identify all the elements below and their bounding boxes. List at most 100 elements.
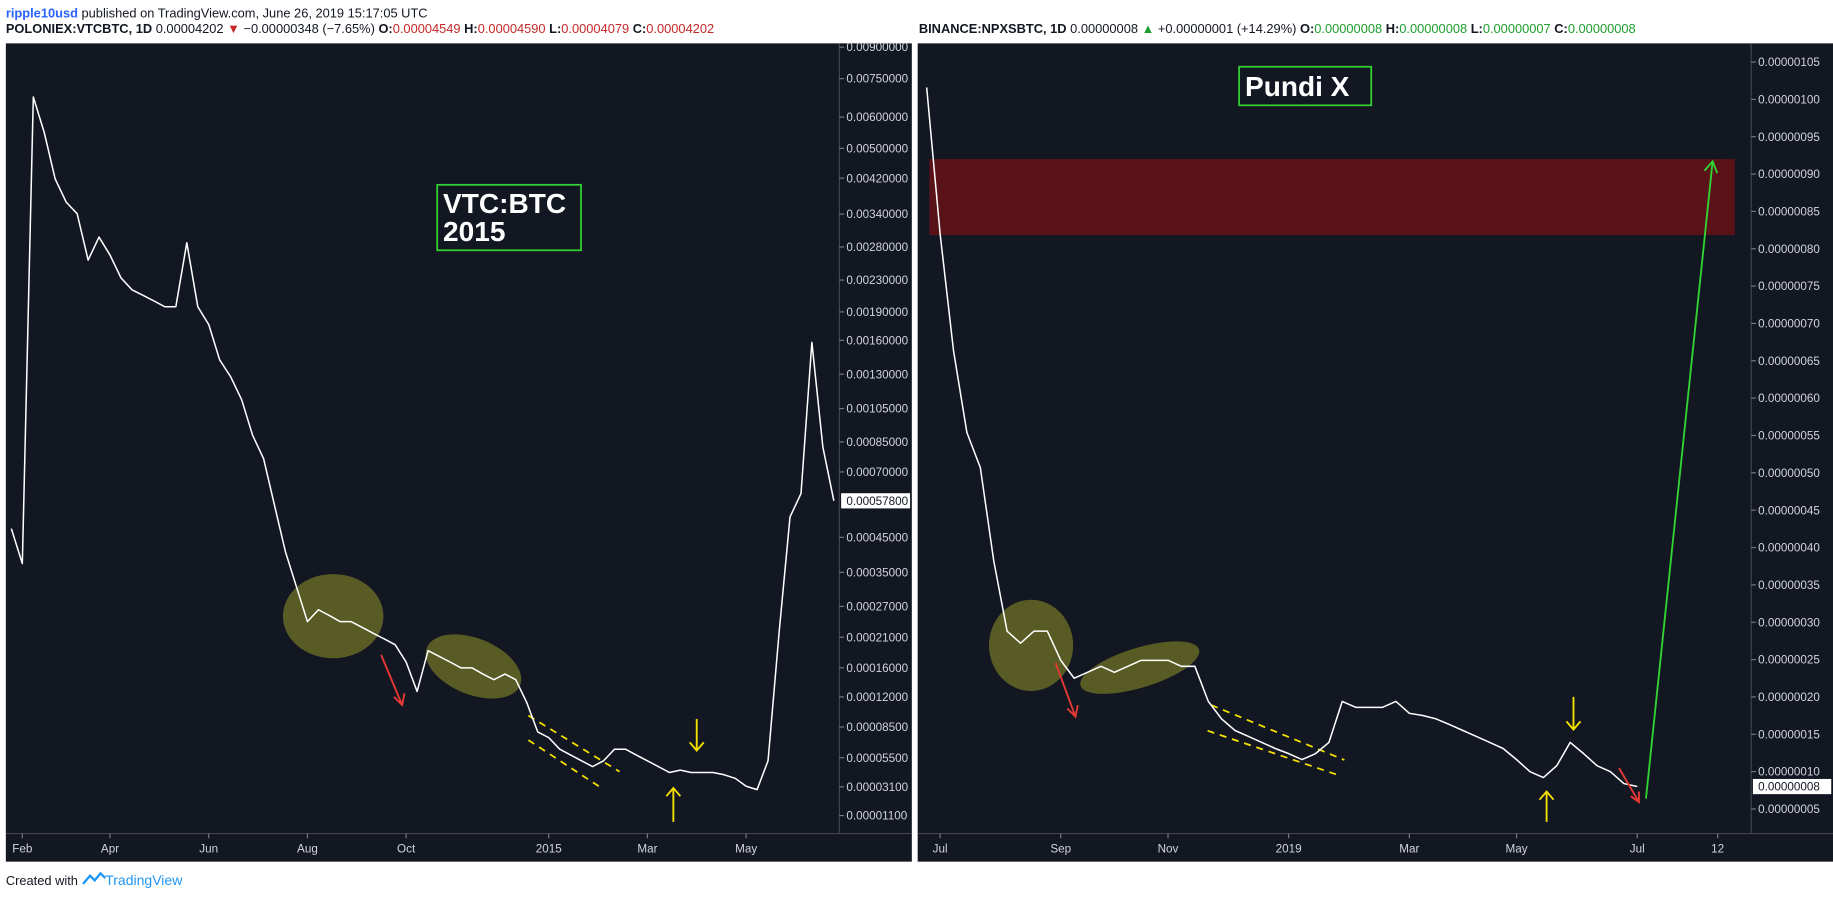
y-tick-label: 0.00000080 <box>1758 243 1820 256</box>
plot-layer: 0.00001100 0.00003100 0.00005500 0.00008500… <box>10 41 1833 855</box>
y-tick-label: 0.00000105 <box>1758 56 1820 69</box>
ohlc-value: 0.00000008 <box>1568 21 1636 36</box>
footer-text: Created with <box>6 873 78 888</box>
arrow <box>380 654 406 707</box>
y-tick-label: 0.00160000 <box>846 334 908 347</box>
ohlc-key: C: <box>633 21 647 36</box>
direction: ▼ <box>227 21 240 36</box>
y-tick-label: 0.00600000 <box>846 111 908 124</box>
ohlc-value: 0.00000008 <box>1314 21 1382 36</box>
x-tick-label: Apr <box>101 842 119 855</box>
ohlc-value: 0.00004549 <box>393 21 461 36</box>
y-tick-label: 0.00012000 <box>846 691 908 704</box>
channel-line <box>1207 729 1339 776</box>
y-tick-label: 0.00105000 <box>846 403 908 416</box>
change: +0.00000001 (+14.29%) <box>1158 21 1297 36</box>
arrow <box>1645 159 1719 799</box>
y-tick-label: 0.00750000 <box>846 73 908 86</box>
y-tick-label: 0.00000090 <box>1758 168 1820 181</box>
y-tick-label: 0.00420000 <box>846 172 908 185</box>
y-tick-label: 0.00005500 <box>846 752 908 765</box>
direction: ▲ <box>1142 21 1155 36</box>
symbol: POLONIEX:VTCBTC, 1D <box>6 21 152 36</box>
y-tick-label: 0.00085000 <box>846 436 908 449</box>
ohlc-key: H: <box>464 21 478 36</box>
y-tick-label: 0.00500000 <box>846 142 908 155</box>
annotations <box>282 574 1345 788</box>
ohlc-value: 0.00000007 <box>1483 21 1551 36</box>
y-tick-label: 0.00000045 <box>1758 504 1820 517</box>
last-price-label: 0.00057800 <box>846 495 908 508</box>
highlight-ellipse <box>282 574 384 659</box>
ohlc-key: O: <box>1300 21 1314 36</box>
ohlc-key: H: <box>1386 21 1400 36</box>
y-tick-label: 0.00003100 <box>846 781 908 794</box>
y-tick-label: 0.00000075 <box>1758 280 1820 293</box>
y-tick-label: 0.00000015 <box>1758 728 1820 741</box>
y-tick-label: 0.00000020 <box>1758 691 1820 704</box>
symbol: BINANCE:NPXSBTC, 1D <box>919 21 1067 36</box>
ohlc-value: 0.00004202 <box>646 21 714 36</box>
last-price-box <box>1751 777 1833 796</box>
y-tick-label: 0.00000095 <box>1758 131 1820 144</box>
ohlc-value: 0.00004079 <box>561 21 629 36</box>
annotation-box <box>1238 65 1373 107</box>
arrow <box>1565 696 1582 731</box>
x-tick-label: Feb <box>12 842 33 855</box>
last-price-label: 0.00000008 <box>1758 781 1820 794</box>
y-tick-label: 0.00001100 <box>846 810 907 823</box>
annotation-text: 2015 <box>443 216 505 247</box>
ohlc-key: O: <box>378 21 392 36</box>
y-tick-label: 0.00070000 <box>846 466 908 479</box>
ohlc-value: 0.00004590 <box>478 21 546 36</box>
brand-logo <box>82 871 107 885</box>
y-tick-label: 0.00035000 <box>846 566 908 579</box>
arrow <box>665 786 682 822</box>
arrow <box>1618 767 1640 804</box>
x-tick-label: Mar <box>1399 842 1419 855</box>
y-tick-label: 0.00000010 <box>1758 766 1820 779</box>
x-tick-label: Sep <box>1050 842 1071 855</box>
change: −0.00000348 (−7.65%) <box>243 21 374 36</box>
y-tick-label: 0.00000085 <box>1758 206 1820 219</box>
highlight-ellipse <box>1080 641 1200 694</box>
y-tick-label: 0.00190000 <box>846 306 908 319</box>
published: published on TradingView.com, June 26, 2… <box>82 6 428 21</box>
brand[interactable]: TradingView <box>105 872 183 888</box>
channel-line <box>527 714 621 773</box>
highlight-ellipse <box>425 634 522 699</box>
y-tick-label: 0.00130000 <box>846 368 908 381</box>
last: 0.00004202 <box>156 21 224 36</box>
x-tick-label: Oct <box>397 842 416 855</box>
y-tick-label: 0.00021000 <box>846 631 908 644</box>
ohlc-key: L: <box>1471 21 1483 36</box>
y-tick-label: 0.00027000 <box>846 601 908 614</box>
y-tick-label: 0.00340000 <box>846 208 908 221</box>
y-tick-label: 0.00000030 <box>1758 616 1820 629</box>
y-tick-label: 0.00000025 <box>1758 654 1820 667</box>
y-tick-label: 0.00000065 <box>1758 355 1820 368</box>
price-line <box>10 96 835 791</box>
author[interactable]: ripple10usd <box>6 6 78 21</box>
ohlc-key: C: <box>1554 21 1568 36</box>
ohlc-key: L: <box>549 21 561 36</box>
y-tick-label: 0.00000070 <box>1758 318 1820 331</box>
y-tick-label: 0.00000040 <box>1758 542 1820 555</box>
y-tick-label: 0.00008500 <box>846 721 908 734</box>
last: 0.00000008 <box>1070 21 1138 36</box>
price-line <box>925 87 1638 788</box>
y-tick-label: 0.00000035 <box>1758 579 1820 592</box>
x-tick-label: Jun <box>199 842 218 855</box>
annotation-box <box>436 183 582 252</box>
x-tick-label: 2015 <box>536 842 563 855</box>
arrow <box>1538 790 1555 822</box>
target-zone <box>929 159 1735 236</box>
y-tick-label: 0.00000055 <box>1758 430 1820 443</box>
legend-line: BINANCE:NPXSBTC, 1D 0.00000008 ▲ +0.0000… <box>919 21 1636 36</box>
y-tick-label: 0.00000005 <box>1758 803 1820 816</box>
x-tick-label: May <box>735 842 757 855</box>
last-price-box <box>839 492 912 510</box>
arrow <box>689 719 705 753</box>
